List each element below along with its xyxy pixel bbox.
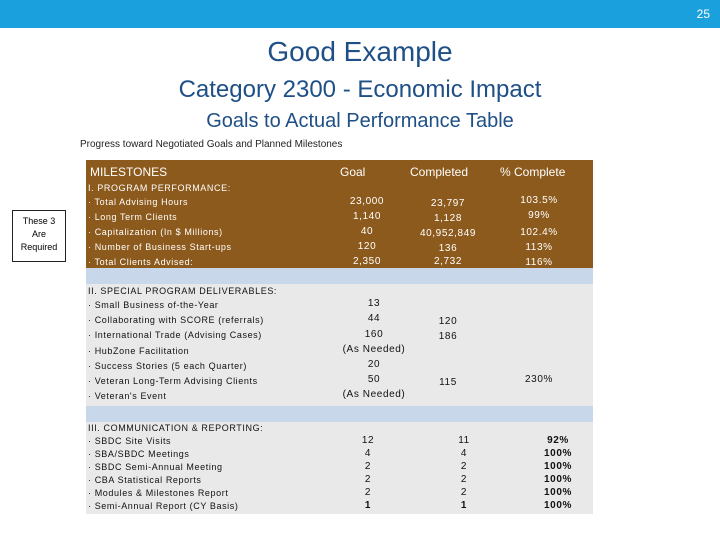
milestones-table: MILESTONES Goal Completed % Complete I. … — [86, 160, 593, 514]
section2-band — [86, 284, 593, 406]
completed-cell: 2 — [460, 461, 468, 472]
goal-cell: 120 — [357, 241, 377, 252]
goal-cell: 2 — [364, 487, 372, 498]
required-note-line: Required — [20, 242, 58, 252]
goal-cell: 20 — [367, 359, 381, 370]
goal-cell: 4 — [364, 448, 372, 459]
table-row-label: · Capitalization (In $ Millions) — [88, 227, 223, 237]
pct-cell: 100% — [544, 461, 572, 472]
completed-cell: 23,797 — [430, 198, 466, 209]
required-note-line: These 3 — [22, 216, 56, 226]
completed-cell: 4 — [460, 448, 468, 459]
table-row-label: · Veteran's Event — [88, 391, 167, 401]
goal-cell: (As Needed) — [342, 344, 406, 355]
goal-cell: 40 — [360, 226, 374, 237]
page-title: Good Example — [267, 36, 453, 67]
goal-cell: 13 — [367, 298, 381, 309]
completed-cell: 120 — [438, 316, 458, 327]
table-header-row: MILESTONES Goal Completed % Complete — [86, 160, 593, 182]
table-row-label: · Success Stories (5 each Quarter) — [88, 361, 247, 371]
pct-cell: 99% — [528, 210, 550, 221]
table-row-label: · CBA Statistical Reports — [88, 475, 202, 485]
top-bar: 25 — [0, 0, 720, 28]
page-number: 25 — [696, 7, 710, 21]
table-row-label: · Veteran Long-Term Advising Clients — [88, 376, 258, 386]
section3-band — [86, 422, 593, 514]
goal-cell: 2 — [364, 461, 372, 472]
section1-title: I. PROGRAM PERFORMANCE: — [88, 183, 231, 193]
header-milestones: MILESTONES — [90, 165, 168, 179]
table-row-label: · Semi-Annual Report (CY Basis) — [88, 501, 239, 511]
completed-cell: 1 — [460, 500, 468, 511]
header-completed: Completed — [410, 165, 469, 179]
required-note-box: These 3 Are Required — [12, 210, 66, 262]
table-row-label: · Long Term Clients — [88, 212, 178, 222]
section2-title: II. SPECIAL PROGRAM DELIVERABLES: — [88, 286, 278, 296]
goal-cell: 12 — [361, 435, 375, 446]
completed-cell: 2 — [460, 487, 468, 498]
section3-title: III. COMMUNICATION & REPORTING: — [88, 423, 264, 433]
pct-cell: 92% — [547, 435, 569, 446]
table-row-label: · International Trade (Advising Cases) — [88, 330, 262, 340]
section1-band — [86, 182, 593, 268]
pct-cell: 100% — [544, 448, 572, 459]
completed-cell: 115 — [439, 377, 457, 388]
pct-cell: 100% — [544, 487, 572, 498]
table-row-label: · Total Clients Advised: — [88, 257, 194, 267]
table-title: Goals to Actual Performance Table — [206, 110, 514, 132]
goal-cell: 2 — [364, 474, 372, 485]
goal-cell: (As Needed) — [342, 389, 406, 400]
goal-cell: 44 — [367, 313, 381, 324]
section-separator — [86, 268, 593, 284]
goal-cell: 2,350 — [352, 256, 382, 267]
pct-cell: 102.4% — [520, 227, 558, 238]
pct-cell: 103.5% — [520, 195, 558, 206]
pct-cell: 230% — [525, 374, 553, 385]
table-row-label: · SBDC Site Visits — [88, 436, 172, 446]
goal-cell: 50 — [367, 374, 381, 385]
completed-cell: 40,952,849 — [419, 228, 477, 239]
goal-cell: 160 — [364, 329, 384, 340]
page-subtitle: Category 2300 - Economic Impact — [178, 76, 542, 103]
goal-cell: 1 — [364, 500, 372, 511]
table-row-label: · Collaborating with SCORE (referrals) — [88, 315, 264, 325]
pct-cell: 100% — [544, 500, 572, 511]
table-row-label: · Total Advising Hours — [88, 197, 189, 207]
pct-cell: 113% — [525, 242, 553, 253]
header-pct-complete: % Complete — [500, 165, 566, 179]
pct-cell: 100% — [544, 474, 572, 485]
completed-cell: 186 — [438, 331, 458, 342]
table-caption: Progress toward Negotiated Goals and Pla… — [80, 139, 343, 150]
completed-cell: 2 — [460, 474, 468, 485]
goal-cell: 23,000 — [349, 196, 385, 207]
table-row-label: · Modules & Milestones Report — [88, 488, 229, 498]
header-goal: Goal — [340, 165, 366, 179]
completed-cell: 136 — [438, 243, 458, 254]
table-row-label: · Number of Business Start-ups — [88, 242, 232, 252]
completed-cell: 1,128 — [433, 213, 463, 224]
required-note-line: Are — [31, 229, 46, 239]
table-row-label: · SBDC Semi-Annual Meeting — [88, 462, 223, 472]
table-row-label: · SBA/SBDC Meetings — [88, 449, 190, 459]
completed-cell: 2,732 — [433, 256, 463, 267]
goal-cell: 1,140 — [352, 211, 382, 222]
table-row-label: · Small Business of-the-Year — [88, 300, 219, 310]
pct-cell: 116% — [525, 257, 553, 268]
completed-cell: 11 — [458, 435, 470, 446]
table-row-label: · HubZone Facilitation — [88, 346, 190, 356]
section-separator — [86, 406, 593, 422]
